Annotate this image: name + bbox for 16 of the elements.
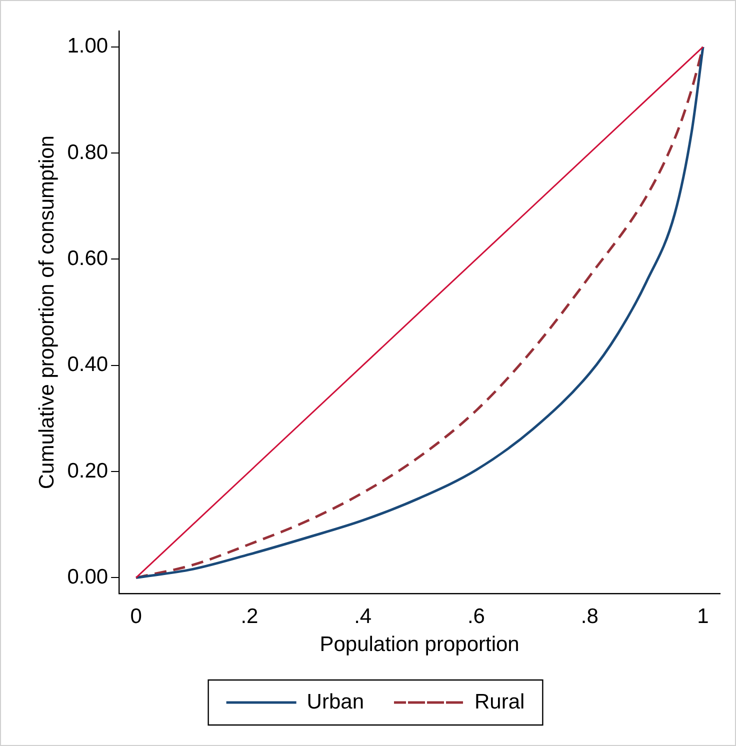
x-tick-label: .4 [354, 604, 372, 628]
y-tick-label: 1.00 [67, 34, 108, 58]
x-tick-label: .2 [240, 604, 258, 628]
y-tick-label: 0.80 [67, 140, 108, 164]
y-tick-label: 0.20 [67, 459, 108, 482]
y-tick-label: 0.40 [67, 353, 108, 376]
x-axis-title: Population proportion [320, 633, 520, 656]
x-tick-label: .6 [467, 604, 485, 628]
y-tick-label: 0.00 [67, 565, 108, 588]
y-axis-title: Cumulative proportion of consumption [35, 135, 58, 490]
legend-label: Rural [474, 690, 525, 714]
y-tick-label: 0.60 [67, 247, 108, 270]
x-tick-label: 1 [697, 604, 709, 628]
x-tick-label: 0 [130, 604, 142, 628]
x-tick-label: .8 [580, 604, 598, 628]
legend-label: Urban [306, 690, 364, 714]
